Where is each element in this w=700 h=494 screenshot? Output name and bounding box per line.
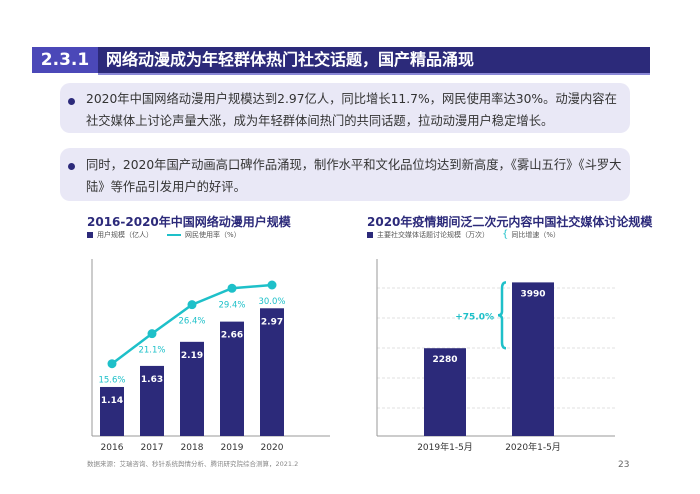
bar-value-label: 3990 — [520, 289, 545, 299]
x-tick-label: 2020 — [261, 443, 284, 453]
usage-rate-point — [227, 283, 237, 293]
growth-bracket — [497, 281, 507, 350]
bar-value-label: 2.19 — [181, 351, 203, 361]
x-tick-label: 2018 — [181, 443, 204, 453]
legend-label: 网民使用率（%） — [185, 231, 241, 239]
growth-label: +75.0% — [455, 312, 494, 322]
bullet-box — [60, 83, 630, 133]
bar — [100, 386, 124, 436]
left-chart-title: 2016-2020年中国网络动漫用户规模 — [87, 215, 291, 229]
usage-rate-label: 29.4% — [218, 300, 245, 310]
bullet-text: 同时，2020年国产动画高口碑作品涌现，制作水平和文化品位均达到新高度，《雾山五… — [86, 158, 622, 194]
right-legend-bracket: { 同比增速（%） — [502, 230, 560, 240]
legend-swatch-bar — [87, 232, 93, 238]
bar-value-label: 1.14 — [101, 396, 123, 406]
bar — [512, 282, 554, 436]
x-tick-label: 2016 — [101, 443, 124, 453]
usage-rate-label: 15.6% — [98, 376, 125, 386]
bar-value-label: 2.97 — [261, 317, 283, 327]
legend-label: 主要社交媒体话题讨论规模（万次） — [377, 231, 489, 239]
bullet-box — [60, 148, 630, 201]
right-chart-title: 2020年疫情期间泛二次元内容中国社交媒体讨论规模 — [367, 215, 653, 229]
bar-value-label: 1.63 — [141, 375, 163, 385]
right-legend-bar: 主要社交媒体话题讨论规模（万次） — [367, 230, 489, 240]
bar-value-label: 2280 — [432, 355, 457, 365]
legend-label: 同比增速（%） — [511, 231, 561, 239]
bar — [180, 341, 204, 436]
left-legend-line: 网民使用率（%） — [167, 230, 241, 240]
bar — [220, 321, 244, 436]
bar — [260, 308, 284, 436]
x-tick-label: 2020年1-5月 — [505, 441, 561, 453]
usage-rate-point — [187, 300, 197, 310]
legend-swatch-line — [167, 234, 181, 236]
bar — [424, 348, 466, 436]
right-chart: 2280 2019年1-5月 3990 2020年1-5月 +75.0% — [376, 259, 615, 453]
usage-rate-label: 30.0% — [258, 297, 285, 307]
footnote: 数据来源：艾瑞咨询、秒针系统舆情分析、腾讯研究院综合测算，2021.2 — [87, 460, 299, 468]
header-bar — [32, 47, 650, 73]
legend-swatch-bar — [367, 232, 373, 238]
section-number: 2.3.1 — [32, 47, 98, 73]
usage-rate-label: 26.4% — [178, 317, 205, 327]
usage-rate-point — [107, 359, 117, 369]
bullet-icon — [68, 98, 75, 105]
x-tick-label: 2017 — [141, 443, 164, 453]
usage-rate-label: 21.1% — [138, 346, 165, 356]
page-title: 网络动漫成为年轻群体热门社交话题，国产精品涌现 — [106, 50, 475, 69]
x-tick-label: 2019 — [221, 443, 244, 453]
header-underline — [98, 73, 650, 75]
usage-rate-point — [147, 329, 157, 339]
bar — [140, 365, 164, 436]
left-legend-bar: 用户规模（亿人） — [87, 230, 153, 240]
bracket-icon: { — [502, 229, 509, 240]
left-chart: 1.14 2016 1.63 2017 2.19 2018 2.66 2019 2.97 2020… — [91, 259, 330, 453]
page-number: 23 — [618, 460, 630, 470]
x-tick-label: 2019年1-5月 — [417, 441, 473, 453]
legend-label: 用户规模（亿人） — [97, 231, 153, 239]
usage-rate-point — [267, 280, 277, 290]
bullet-text: 2020年中国网络动漫用户规模达到2.97亿人，同比增长11.7%，网民使用率达… — [86, 92, 617, 128]
bullet-icon — [68, 163, 75, 170]
bar-value-label: 2.66 — [221, 331, 243, 341]
